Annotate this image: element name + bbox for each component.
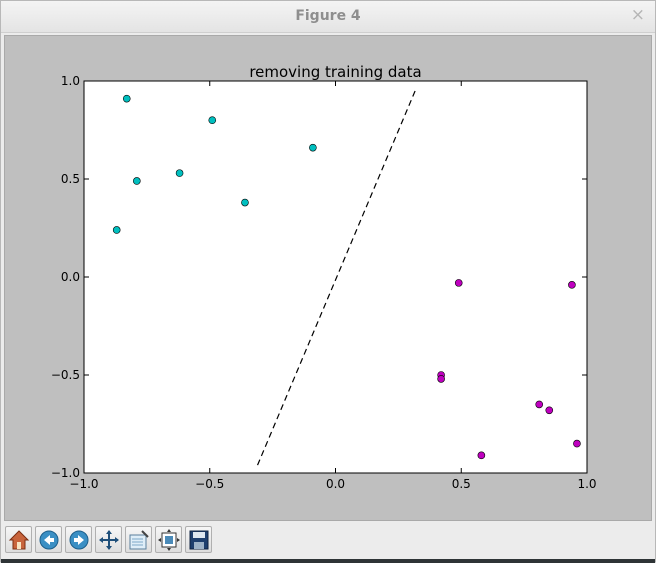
zoom-to-rect-button[interactable] xyxy=(125,526,152,553)
y-tick-label: 0.0 xyxy=(61,270,80,284)
cyan-data-point xyxy=(133,177,141,185)
cyan-data-point xyxy=(208,116,217,124)
chart-title: removing training data xyxy=(249,63,421,81)
navigation-toolbar xyxy=(1,523,655,559)
magenta-data-point xyxy=(535,400,544,409)
back-button[interactable] xyxy=(35,526,62,553)
zoom-to-rect-icon xyxy=(129,530,149,550)
y-tick-label: −0.5 xyxy=(51,368,80,382)
x-tick-label: −0.5 xyxy=(195,477,224,491)
window-title: Figure 4 xyxy=(295,8,361,24)
subplots-icon xyxy=(158,529,180,551)
cyan-data-point xyxy=(175,169,184,177)
x-tick-label: 1.0 xyxy=(577,477,596,491)
cyan-data-point xyxy=(241,198,249,207)
back-icon xyxy=(39,530,59,550)
subplots-button[interactable] xyxy=(155,526,182,553)
magenta-data-point xyxy=(545,406,554,415)
forward-button[interactable] xyxy=(65,526,92,553)
home-button[interactable] xyxy=(5,526,32,553)
save-icon xyxy=(189,530,209,550)
scatter-plot: removing training data −1.0 −0.5 0.0 0.5 1.0… xyxy=(51,63,597,491)
x-tick-label: 0.0 xyxy=(326,477,345,491)
magenta-data-point xyxy=(437,375,445,383)
y-tick-label: 1.0 xyxy=(61,74,80,88)
forward-icon xyxy=(69,530,89,550)
save-button[interactable] xyxy=(185,526,212,553)
pan-button[interactable] xyxy=(95,526,122,553)
decision-boundary-line xyxy=(256,88,417,466)
title-bar[interactable]: Figure 4 × xyxy=(1,1,655,33)
axes-background xyxy=(83,80,588,474)
cyan-data-point xyxy=(122,94,131,103)
x-tick-label: 0.5 xyxy=(452,477,471,491)
magenta-data-point xyxy=(573,439,581,448)
cyan-data-point xyxy=(309,143,317,152)
close-icon[interactable]: × xyxy=(630,5,645,25)
figure-canvas: removing training data −1.0 −0.5 0.0 0.5 1.0… xyxy=(4,35,652,521)
x-tick-label: −1.0 xyxy=(69,477,98,491)
magenta-data-point xyxy=(568,281,576,289)
y-tick-label: −1.0 xyxy=(51,466,80,480)
magenta-data-point xyxy=(454,279,463,287)
home-icon xyxy=(8,530,30,550)
y-tick-label: 0.5 xyxy=(61,172,80,186)
cyan-data-point xyxy=(112,226,121,234)
pan-icon xyxy=(99,530,119,550)
taskbar-strip xyxy=(1,559,655,563)
magenta-data-point xyxy=(477,451,486,460)
